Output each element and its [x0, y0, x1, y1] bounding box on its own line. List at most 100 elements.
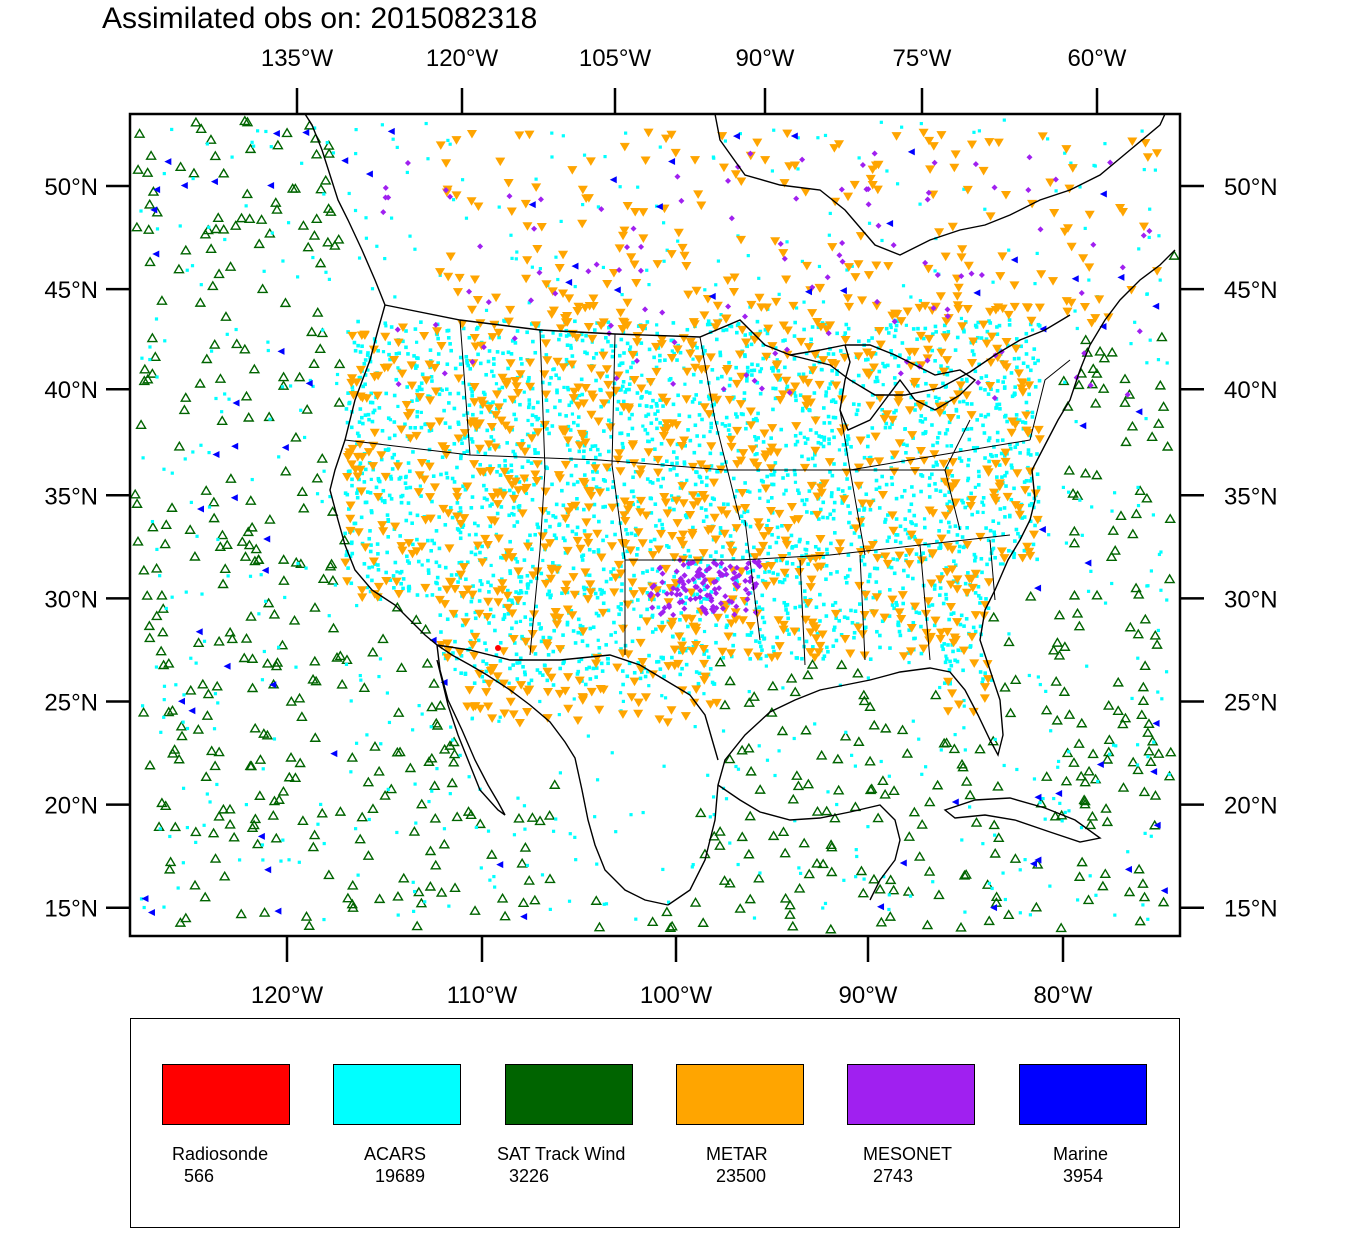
- acars-marker: [711, 795, 716, 799]
- acars-marker: [500, 385, 505, 390]
- sat-wind-marker: [325, 558, 338, 569]
- acars-marker: [263, 599, 268, 603]
- metar-marker: [880, 552, 891, 562]
- acars-marker: [1049, 729, 1053, 733]
- metar-marker: [736, 567, 747, 576]
- acars-marker: [918, 419, 923, 423]
- acars-marker: [304, 566, 308, 570]
- metar-marker: [796, 337, 807, 347]
- acars-marker: [185, 268, 189, 272]
- metar-marker: [647, 551, 658, 560]
- acars-marker: [385, 513, 390, 517]
- acars-marker: [744, 426, 748, 431]
- acars-marker: [962, 329, 966, 334]
- acars-marker: [220, 410, 224, 414]
- acars-marker: [662, 764, 666, 768]
- metar-marker: [749, 458, 760, 467]
- acars-marker: [589, 447, 593, 452]
- acars-marker: [892, 571, 897, 576]
- metar-marker: [357, 586, 368, 595]
- sat-wind-marker: [217, 223, 230, 234]
- metar-marker: [550, 608, 561, 617]
- acars-marker: [949, 444, 954, 448]
- metar-marker: [978, 320, 989, 330]
- acars-marker: [663, 358, 667, 362]
- acars-marker: [417, 387, 422, 391]
- acars-marker: [429, 375, 434, 379]
- acars-marker: [892, 606, 896, 611]
- metar-marker: [818, 356, 829, 365]
- metar-marker: [661, 134, 672, 144]
- acars-marker: [392, 393, 397, 398]
- acars-marker: [548, 524, 552, 529]
- metar-marker: [495, 157, 506, 167]
- metar-marker: [844, 302, 855, 312]
- acars-marker: [731, 476, 736, 481]
- acars-marker: [594, 666, 599, 670]
- metar-marker: [1037, 132, 1048, 141]
- acars-marker: [389, 325, 394, 329]
- acars-marker: [654, 524, 658, 528]
- acars-marker: [413, 426, 417, 430]
- acars-marker: [493, 885, 497, 889]
- marine-marker: [272, 129, 280, 137]
- acars-marker: [568, 832, 572, 836]
- metar-marker: [506, 207, 517, 217]
- acars-marker: [488, 464, 492, 468]
- acars-marker: [546, 653, 551, 657]
- acars-marker: [1075, 326, 1079, 331]
- metar-marker: [482, 540, 493, 550]
- acars-marker: [374, 485, 379, 490]
- acars-marker: [654, 627, 658, 632]
- mesonet-marker: [958, 273, 965, 280]
- sat-wind-marker: [327, 574, 339, 585]
- acars-marker: [842, 878, 846, 882]
- acars-marker: [760, 607, 765, 611]
- acars-marker: [770, 533, 774, 537]
- mesonet-marker: [1087, 382, 1094, 389]
- acars-marker: [748, 633, 752, 637]
- metar-marker: [986, 332, 997, 342]
- acars-marker: [1022, 548, 1027, 553]
- metar-marker: [935, 292, 946, 301]
- metar-marker: [566, 503, 577, 512]
- acars-marker: [943, 660, 948, 665]
- metar-marker: [770, 237, 781, 246]
- acars-marker: [593, 444, 598, 448]
- acars-marker: [478, 361, 483, 366]
- acars-marker: [968, 805, 972, 809]
- acars-marker: [706, 319, 711, 323]
- acars-marker: [513, 556, 518, 561]
- metar-marker: [641, 511, 652, 520]
- acars-marker: [705, 597, 710, 601]
- acars-marker: [1022, 515, 1027, 519]
- sat-wind-marker: [817, 858, 829, 869]
- acars-marker: [1015, 365, 1019, 370]
- metar-marker: [542, 667, 553, 677]
- metar-marker: [1066, 242, 1077, 252]
- sat-wind-marker: [1156, 331, 1168, 342]
- acars-marker: [1024, 478, 1029, 483]
- metar-marker: [396, 542, 407, 551]
- acars-marker: [467, 403, 472, 408]
- acars-marker: [594, 351, 599, 356]
- acars-marker: [523, 827, 527, 831]
- metar-marker: [711, 698, 722, 708]
- marine-marker: [886, 219, 894, 227]
- acars-marker: [775, 358, 779, 362]
- acars-marker: [792, 468, 797, 473]
- acars-marker: [645, 607, 649, 612]
- acars-marker: [494, 382, 499, 386]
- acars-marker: [684, 595, 689, 600]
- acars-marker: [733, 494, 737, 499]
- acars-marker: [972, 552, 977, 557]
- acars-marker: [650, 615, 655, 619]
- metar-marker: [656, 340, 667, 349]
- acars-marker: [611, 480, 615, 484]
- acars-marker: [580, 392, 585, 397]
- acars-marker: [838, 349, 843, 353]
- acars-marker: [423, 422, 427, 427]
- acars-marker: [857, 339, 861, 344]
- metar-marker: [1002, 492, 1013, 502]
- acars-marker: [354, 151, 358, 156]
